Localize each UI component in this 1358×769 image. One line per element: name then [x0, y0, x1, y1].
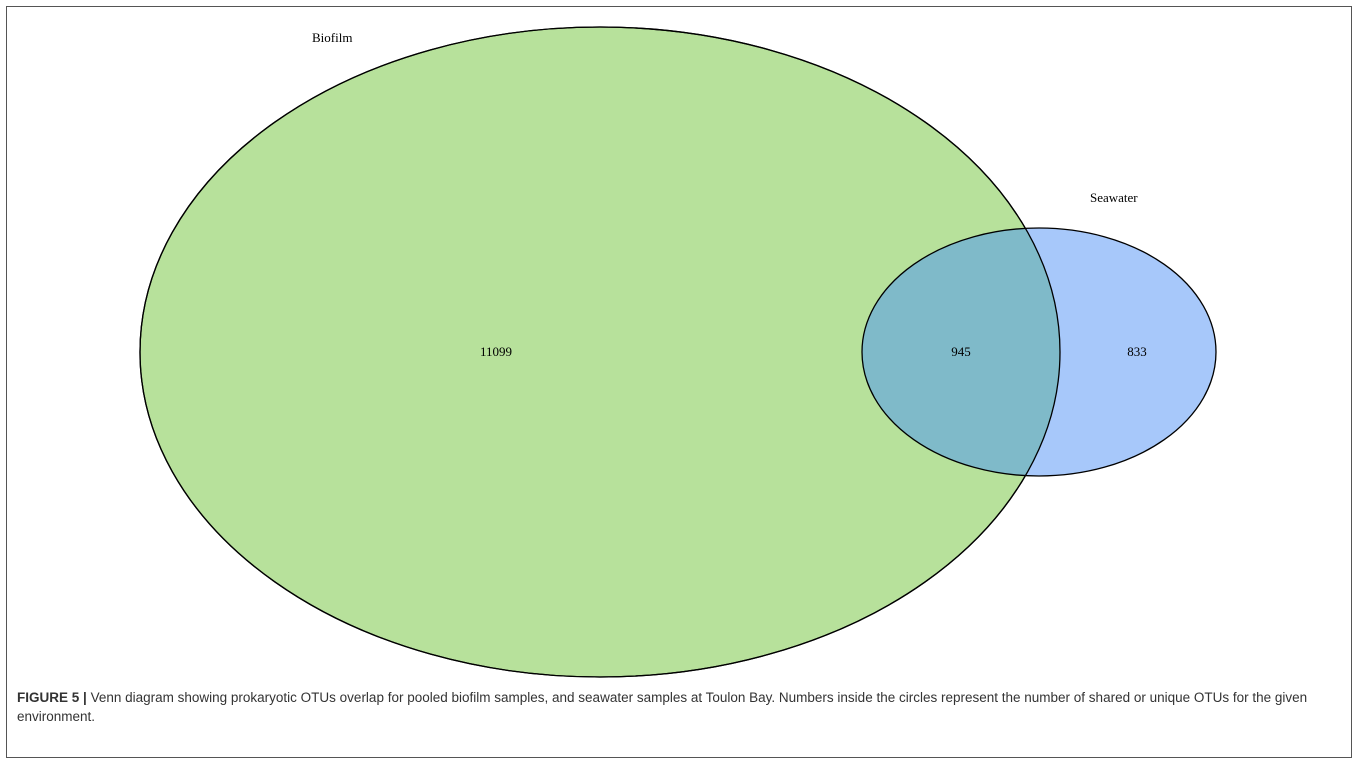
seawater-only-count: 833 [1127, 344, 1147, 359]
biofilm-set-label: Biofilm [312, 30, 352, 45]
seawater-set-label: Seawater [1090, 190, 1138, 205]
caption-figure-number: FIGURE 5 | [17, 690, 87, 705]
figure-caption: FIGURE 5 | Venn diagram showing prokaryo… [17, 688, 1337, 726]
seawater-set-outline [861, 227, 1217, 477]
caption-text: Venn diagram showing prokaryotic OTUs ov… [17, 690, 1308, 724]
biofilm-set-outline [139, 26, 1061, 678]
biofilm-only-count: 11099 [480, 344, 512, 359]
shared-count: 945 [951, 344, 971, 359]
